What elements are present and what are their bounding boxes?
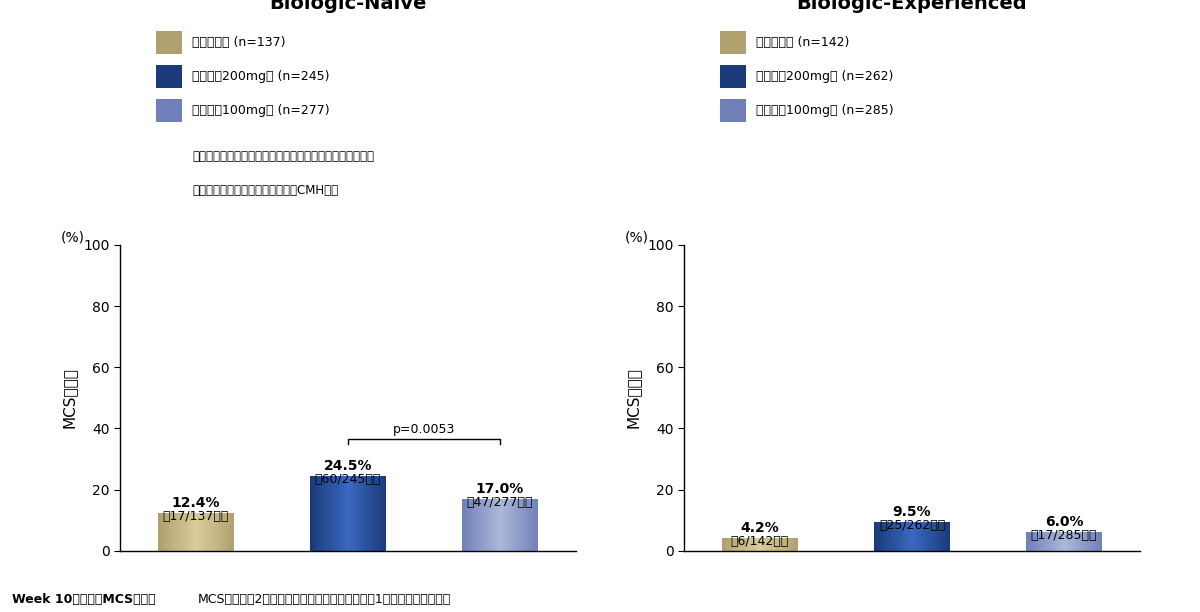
Text: 12.4%: 12.4% <box>172 496 221 510</box>
Text: 17.0%: 17.0% <box>476 482 524 496</box>
Y-axis label: MCS寛解率: MCS寛解率 <box>625 367 641 428</box>
Text: 4.2%: 4.2% <box>740 521 779 535</box>
Title: Biologic-Naïve: Biologic-Naïve <box>269 0 427 13</box>
Text: （25/262例）: （25/262例） <box>878 518 946 532</box>
Text: （17/285例）: （17/285例） <box>1031 529 1097 542</box>
Text: （47/277例）: （47/277例） <box>467 496 533 509</box>
Text: プラセボ群 (n=137): プラセボ群 (n=137) <box>192 36 286 50</box>
Text: Week 10時点でのMCS寛解：: Week 10時点でのMCS寛解： <box>12 593 156 606</box>
Text: ジセレカ100mg群 (n=285): ジセレカ100mg群 (n=285) <box>756 103 894 117</box>
Text: （17/137例）: （17/137例） <box>163 510 229 523</box>
Text: 24.5%: 24.5% <box>324 459 372 472</box>
Text: （60/245例）: （60/245例） <box>314 472 382 486</box>
Y-axis label: MCS寛解率: MCS寛解率 <box>61 367 77 428</box>
Text: ジセレカ200mg群 (n=262): ジセレカ200mg群 (n=262) <box>756 70 893 83</box>
Text: ジセレカ100mg群 (n=277): ジセレカ100mg群 (n=277) <box>192 103 330 117</box>
Title: Biologic-Experienced: Biologic-Experienced <box>797 0 1027 13</box>
Text: 初回投与時の経口全身性副賢皮質ステロイド又は免疫調節: 初回投与時の経口全身性副賢皮質ステロイド又は免疫調節 <box>192 150 374 163</box>
Text: 剤の併用有無により層別化されたCMH検定: 剤の併用有無により層別化されたCMH検定 <box>192 184 338 196</box>
Text: MCSの合計が2以下で、いずれのサブスコアもで1を超えなかった場合: MCSの合計が2以下で、いずれのサブスコアもで1を超えなかった場合 <box>198 593 451 606</box>
Text: p=0.0053: p=0.0053 <box>392 423 455 436</box>
Text: ジセレカ200mg群 (n=245): ジセレカ200mg群 (n=245) <box>192 70 330 83</box>
Text: 9.5%: 9.5% <box>893 505 931 518</box>
Text: (%): (%) <box>61 231 85 245</box>
Text: （6/142例）: （6/142例） <box>731 535 790 548</box>
Text: プラセボ群 (n=142): プラセボ群 (n=142) <box>756 36 850 50</box>
Text: (%): (%) <box>625 231 649 245</box>
Text: 6.0%: 6.0% <box>1045 515 1084 529</box>
